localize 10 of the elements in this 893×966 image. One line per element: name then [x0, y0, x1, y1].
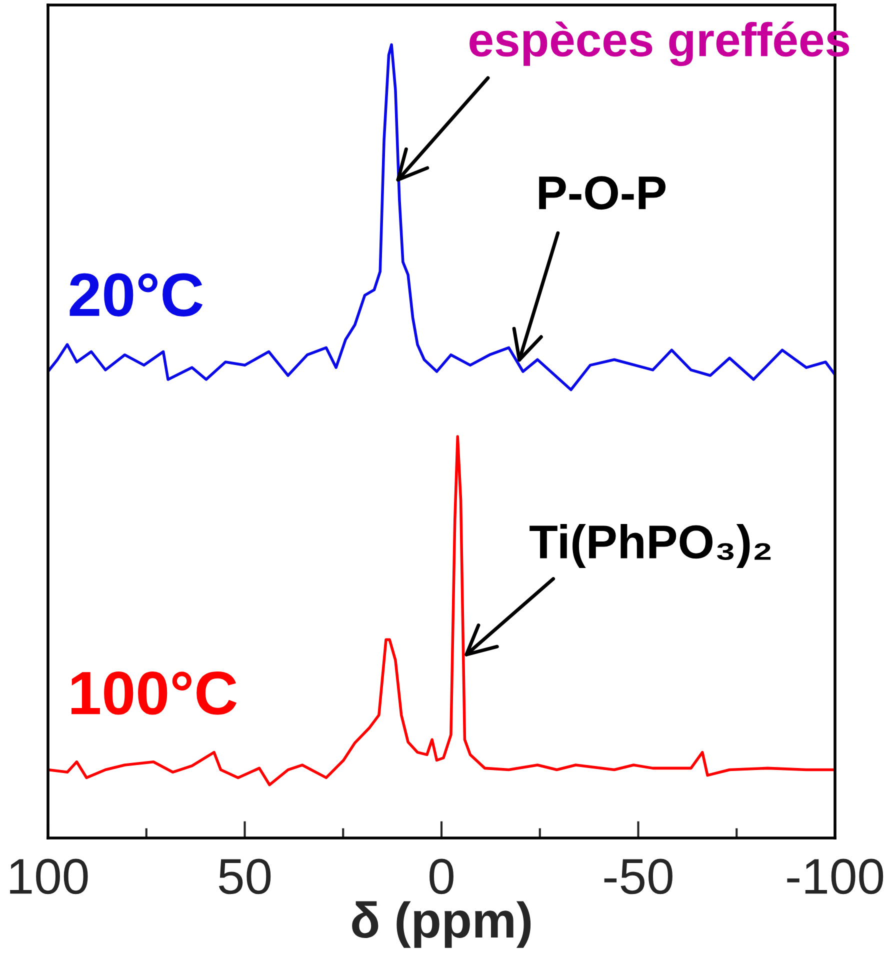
annotation: P-O-P [539, 176, 666, 210]
x-tick-label: 50 [218, 858, 271, 894]
annotation: Ti(PhPO₃)₂ [530, 524, 771, 568]
x-tick-label: -100 [787, 858, 884, 894]
x-tick-label: 100 [10, 858, 88, 894]
series-label: 100°C [72, 672, 237, 715]
series-label: 20°C [70, 273, 203, 317]
x-axis-title: δ (ppm) [352, 901, 531, 948]
x-tick-label: -50 [604, 858, 672, 894]
x-tick-label: 0 [430, 858, 454, 894]
